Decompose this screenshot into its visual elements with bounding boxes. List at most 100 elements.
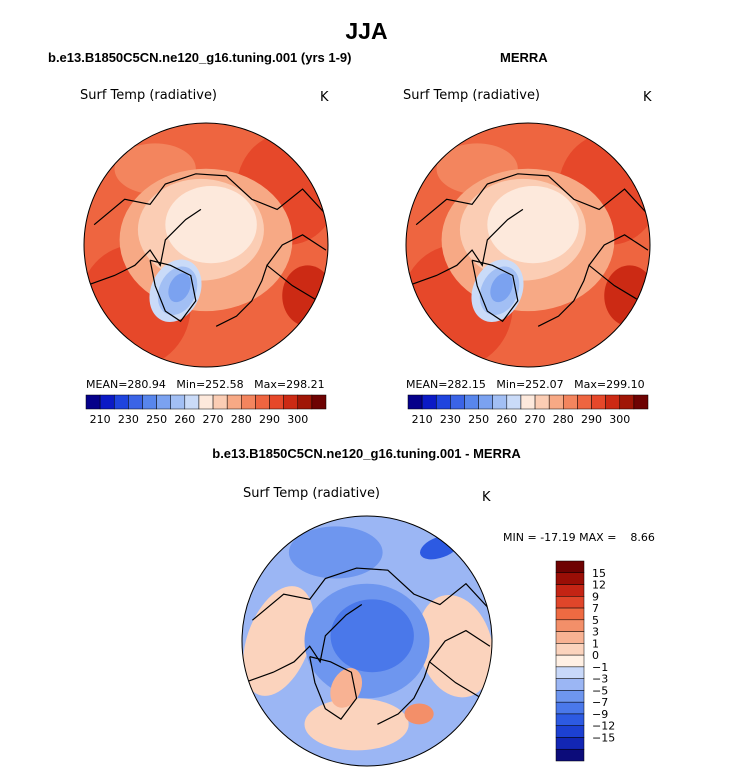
units-label-merra: K — [643, 90, 652, 105]
colorbar-tick-label: 270 — [203, 413, 224, 426]
colorbar-box — [506, 394, 522, 410]
colorbar-tick-label: 3 — [592, 626, 599, 639]
colorbar-box — [241, 394, 256, 410]
colorbar-tick-label: −3 — [592, 673, 608, 686]
min-value: 252.07 — [525, 378, 564, 391]
colorbar-box — [555, 607, 585, 621]
hot-land-field — [604, 265, 650, 327]
colorbar-tick-label: 230 — [118, 413, 139, 426]
colorbar-box — [478, 394, 493, 410]
colorbar-box — [297, 394, 313, 410]
mean-label: MEAN= — [406, 378, 448, 391]
min-label: Min= — [496, 378, 526, 391]
colorbar-box — [555, 666, 585, 679]
colorbar-box — [450, 394, 465, 410]
coastline — [471, 259, 519, 323]
colorbar-box — [269, 394, 284, 410]
coastline — [377, 660, 482, 725]
coastline — [407, 208, 524, 287]
colorbar-tick-label: 15 — [592, 567, 606, 580]
polar-map-3 — [241, 515, 493, 767]
stats-difference: MIN = -17.19 MAX = 8.66 — [503, 531, 655, 544]
coastline — [243, 604, 363, 684]
panel-title-difference: b.e13.B1850C5CN.ne120_g16.tuning.001 - M… — [212, 446, 521, 461]
colorbar-tick-label: 280 — [231, 413, 252, 426]
colorbar-box — [85, 394, 101, 410]
coastline — [149, 259, 197, 323]
colorbar-box — [555, 748, 585, 762]
colorbar-tick-label: 290 — [259, 413, 280, 426]
max-value: 299.10 — [606, 378, 645, 391]
colorbar-box — [555, 737, 585, 750]
coastline — [93, 173, 327, 226]
mean-label: MEAN= — [86, 378, 128, 391]
colorbar-tick-label: 9 — [592, 590, 599, 603]
colorbar-tick-label: 250 — [468, 413, 489, 426]
colorbar-tick-label: 260 — [496, 413, 517, 426]
colorbar-box — [170, 394, 186, 410]
colorbar-box — [555, 596, 585, 609]
polar-map-1 — [83, 122, 329, 368]
colorbar-tick-label: 300 — [609, 413, 630, 426]
colorbar-model: 210 230 250 260 270 280 290 300 — [85, 394, 327, 426]
greenland-core-field — [168, 273, 191, 303]
colorbar-box — [283, 394, 299, 410]
colorbar-box — [555, 560, 585, 574]
max-value: 298.21 — [286, 378, 325, 391]
colorbar-tick-label: −12 — [592, 720, 615, 733]
colorbar-box — [128, 394, 143, 410]
colorbar-box — [555, 643, 585, 656]
colorbar-box — [591, 394, 606, 410]
positive-anomaly-field — [330, 668, 363, 708]
mean-value: 282.15 — [447, 378, 486, 391]
colorbar-tick-label: 7 — [592, 602, 599, 615]
colorbar-tick-label: 5 — [592, 614, 599, 627]
units-label-difference: K — [482, 490, 491, 505]
colorbar-box — [156, 394, 171, 410]
colorbar-tick-label: −5 — [592, 684, 608, 697]
colorbar-box — [555, 654, 585, 668]
stats-model: MEAN=280.94 Min=252.58 Max=298.21 — [86, 378, 325, 391]
coastline — [215, 264, 319, 327]
colorbar-box — [198, 394, 214, 410]
positive-anomaly-field — [404, 703, 434, 725]
colorbar-box — [577, 394, 592, 410]
colorbar-tick-label: 300 — [287, 413, 308, 426]
colorbar-box — [99, 394, 115, 410]
colorbar-box — [113, 394, 129, 410]
coastline — [266, 234, 327, 266]
colorbar-box — [555, 631, 585, 644]
colorbar-box — [555, 725, 585, 738]
colorbar-box — [563, 394, 578, 410]
negative-anomaly-field — [288, 526, 383, 579]
coastline — [415, 173, 649, 226]
colorbar-tick-label: 290 — [581, 413, 602, 426]
min-value: 252.58 — [205, 378, 244, 391]
negative-anomaly-field — [330, 599, 414, 673]
mean-value: 280.94 — [127, 378, 166, 391]
positive-anomaly-field — [417, 595, 492, 698]
colorbar-box — [142, 394, 157, 410]
colorbar-box — [555, 572, 585, 585]
map-border — [405, 122, 651, 368]
colorbar-box — [464, 394, 479, 410]
min-label: MIN = — [503, 531, 537, 544]
colorbar-box — [311, 394, 327, 410]
panel-title-merra: MERRA — [500, 50, 548, 65]
coastline — [537, 264, 641, 327]
colorbar-tick-label: −7 — [592, 696, 608, 709]
stats-merra: MEAN=282.15 Min=252.07 Max=299.10 — [406, 378, 645, 391]
colorbar-tick-label: 210 — [90, 413, 111, 426]
map-border — [83, 122, 329, 368]
colorbar-tick-label: −1 — [592, 661, 608, 674]
colorbar-box — [605, 394, 621, 410]
colorbar-box — [619, 394, 635, 410]
variable-label-model: Surf Temp (radiative) — [80, 88, 218, 103]
colorbar-box — [534, 394, 550, 410]
map-border — [241, 515, 493, 767]
colorbar-box — [555, 690, 585, 703]
colorbar-box — [184, 394, 200, 410]
colorbar-box — [421, 394, 437, 410]
coastline — [309, 656, 358, 720]
colorbar-tick-label: 260 — [174, 413, 195, 426]
